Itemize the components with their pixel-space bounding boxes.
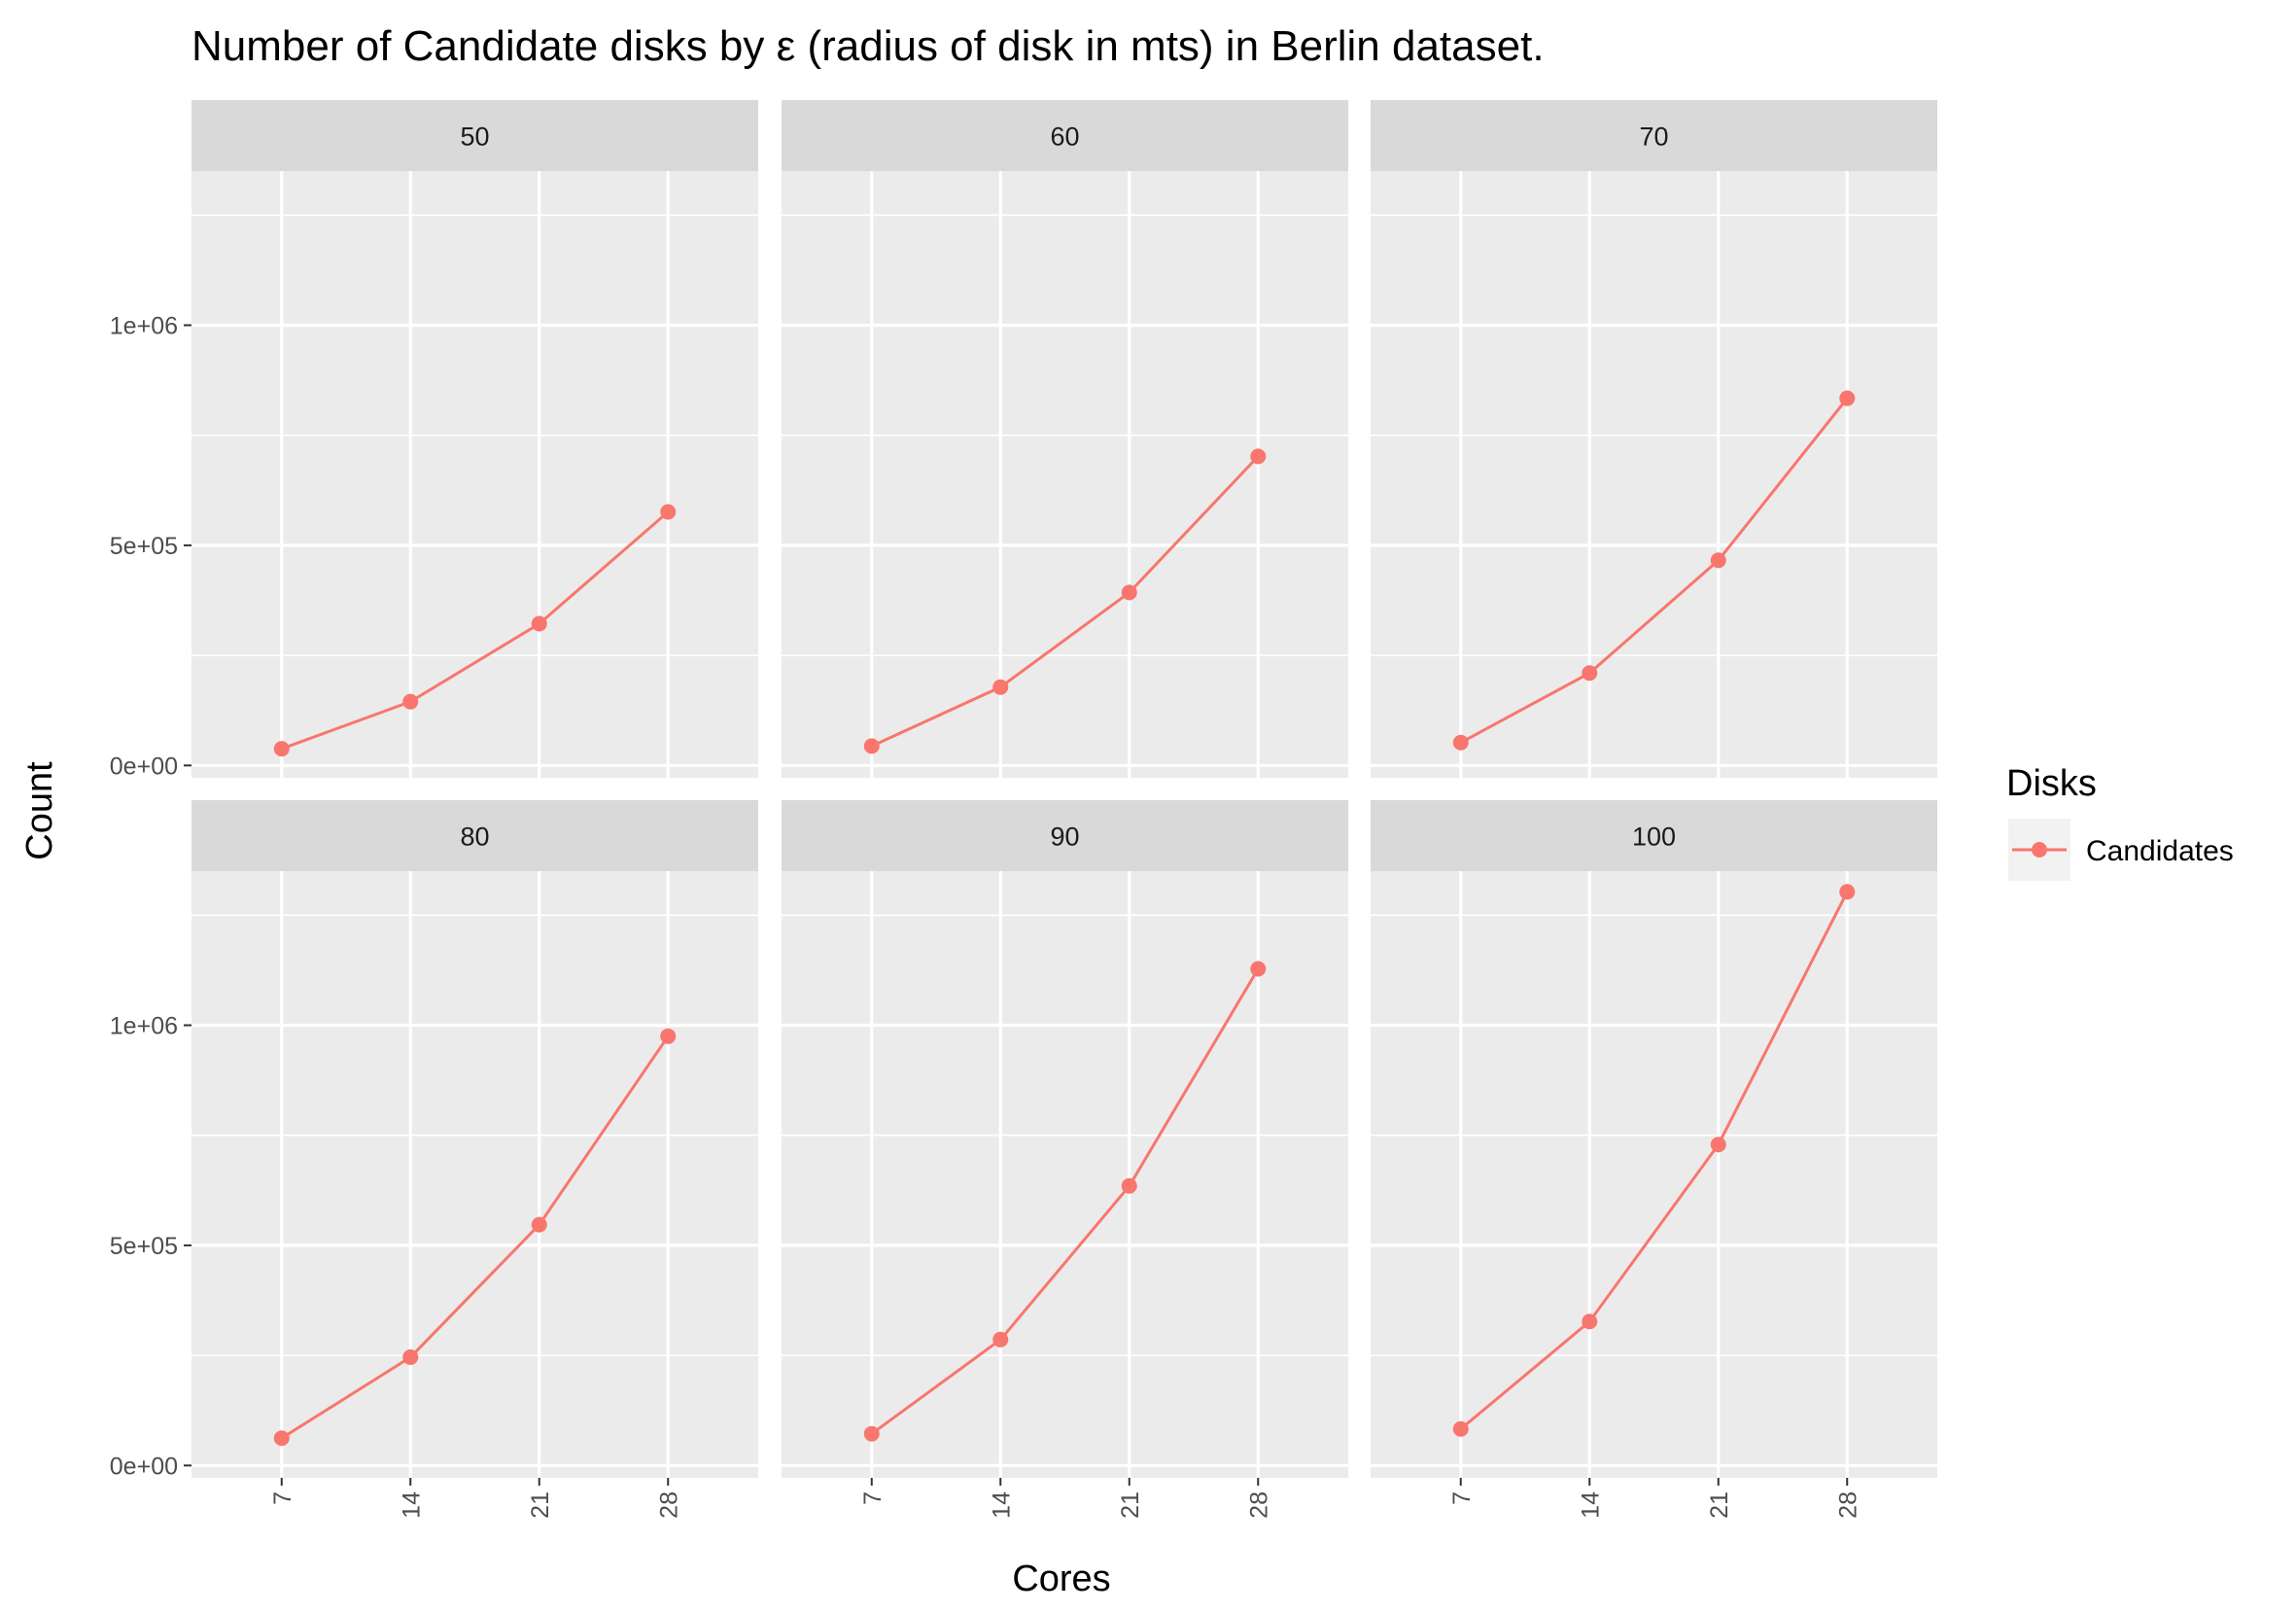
data-point-candidates <box>402 1349 419 1365</box>
x-tick-label: 21 <box>1117 1491 1144 1519</box>
data-point-candidates <box>273 741 290 757</box>
legend-key-point <box>2032 842 2047 858</box>
facet-strip <box>191 100 758 171</box>
x-axis: 7 14 21 28 7 14 21 28 7 14 21 28 <box>269 1478 1861 1519</box>
x-axis-title: Cores <box>1012 1559 1110 1599</box>
facet-strip <box>1371 100 1937 171</box>
y-tick-label: 0e+00 <box>110 1453 178 1480</box>
facet-panel-60: 60 <box>782 100 1348 778</box>
data-point-candidates <box>273 1430 290 1447</box>
facet-strip-label: 60 <box>1050 123 1079 152</box>
data-point-candidates <box>863 1425 880 1442</box>
series-line-candidates <box>281 510 670 751</box>
y-tick-label: 1e+06 <box>110 312 178 339</box>
facet-panel-90: 90 <box>782 800 1348 1478</box>
x-tick-label: 14 <box>1577 1491 1604 1519</box>
facet-strip <box>782 800 1348 871</box>
x-tick-label: 7 <box>1448 1491 1476 1505</box>
x-tick-label: 7 <box>859 1491 887 1505</box>
x-tick-label: 21 <box>1706 1491 1733 1519</box>
y-axis: 0e+00 5e+05 1e+06 0e+00 5e+05 1e+06 <box>110 312 191 1480</box>
y-tick-label: 5e+05 <box>110 1233 178 1260</box>
series-line-candidates <box>1459 891 1849 1430</box>
data-point-candidates <box>1250 448 1267 465</box>
facet-strip-label: 80 <box>460 823 489 852</box>
data-point-candidates <box>1121 584 1137 601</box>
panel-background <box>782 871 1348 1478</box>
legend-title: Disks <box>2006 763 2097 804</box>
x-tick-label: 28 <box>1834 1491 1861 1519</box>
data-point-candidates <box>660 504 677 520</box>
x-tick-label: 14 <box>398 1491 425 1519</box>
panel-background <box>1371 171 1937 778</box>
data-point-candidates <box>1710 1137 1726 1153</box>
data-point-candidates <box>1582 1314 1598 1330</box>
series-line-candidates <box>871 455 1260 748</box>
data-point-candidates <box>660 1028 677 1044</box>
data-point-candidates <box>1839 884 1856 900</box>
data-point-candidates <box>1452 734 1469 751</box>
data-point-candidates <box>1582 665 1598 682</box>
x-tick-label: 28 <box>655 1491 682 1519</box>
series-line-candidates <box>281 1034 670 1440</box>
facet-strip <box>782 100 1348 171</box>
y-tick-label: 0e+00 <box>110 753 178 780</box>
facet-panel-100: 100 <box>1371 800 1937 1478</box>
chart-title: Number of Candidate disks by ε (radius o… <box>191 22 1545 70</box>
data-point-candidates <box>1121 1177 1137 1194</box>
data-point-candidates <box>863 738 880 754</box>
panel-background <box>191 871 758 1478</box>
data-point-candidates <box>402 693 419 710</box>
panel-background <box>191 171 758 778</box>
y-axis-title: Count <box>19 761 60 860</box>
y-tick-label: 1e+06 <box>110 1012 178 1039</box>
facet-strip <box>191 800 758 871</box>
y-tick-label: 5e+05 <box>110 533 178 560</box>
x-tick-label: 21 <box>527 1491 554 1519</box>
x-tick-label: 14 <box>988 1491 1015 1519</box>
facet-strip <box>1371 800 1937 871</box>
data-point-candidates <box>531 615 547 632</box>
facet-panel-80: 80 <box>191 800 758 1478</box>
legend-label-candidates: Candidates <box>2086 835 2234 867</box>
data-point-candidates <box>1452 1420 1469 1437</box>
data-point-candidates <box>1710 552 1726 569</box>
facet-panels: 50 60 70 80 90 100 <box>191 100 1937 1478</box>
data-point-candidates <box>992 679 1009 695</box>
facet-strip-label: 100 <box>1632 823 1676 852</box>
facet-strip-label: 90 <box>1050 823 1079 852</box>
panel-background <box>1371 871 1937 1478</box>
data-point-candidates <box>1250 961 1267 977</box>
data-point-candidates <box>531 1216 547 1233</box>
x-tick-label: 7 <box>269 1491 296 1505</box>
data-point-candidates <box>992 1331 1009 1348</box>
series-line-candidates <box>1460 397 1849 745</box>
facet-panel-70: 70 <box>1371 100 1937 778</box>
legend: Disks Candidates <box>2006 763 2234 881</box>
panel-background <box>782 171 1348 778</box>
facet-panel-50: 50 <box>191 100 758 778</box>
x-tick-label: 28 <box>1245 1491 1272 1519</box>
facet-strip-label: 50 <box>460 123 489 152</box>
series-line-candidates <box>870 967 1260 1435</box>
data-point-candidates <box>1839 390 1856 406</box>
facet-strip-label: 70 <box>1639 123 1668 152</box>
